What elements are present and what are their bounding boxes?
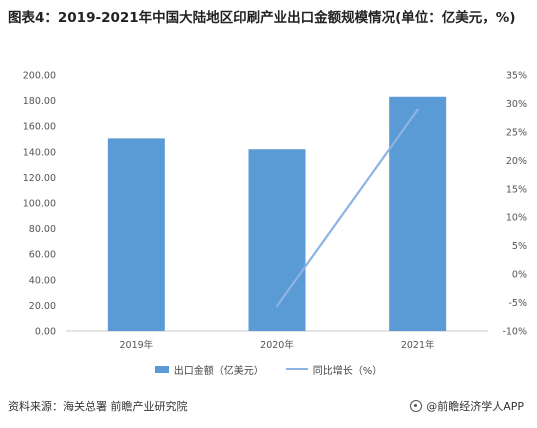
right-tick-label: 15%: [506, 184, 527, 195]
legend-swatch-bar: [154, 365, 169, 373]
legend-item-bar: 出口金额（亿美元）: [154, 362, 264, 377]
left-tick-label: 0.00: [35, 327, 56, 338]
bar-series: [107, 96, 447, 331]
left-tick-label: 40.00: [29, 275, 56, 286]
x-axis-ticks: 2019年 2020年 2021年: [119, 339, 435, 351]
legend: 出口金额（亿美元） 同比增长（%）: [0, 360, 537, 378]
line-series: [275, 108, 419, 308]
left-axis-ticks: 0.00 20.00 40.00 60.00 80.00 100.00 120.00 140.…: [23, 71, 56, 338]
right-axis-ticks: -10% -5% 0% 5% 10% 15% 20% 25% 30% 35%: [502, 71, 527, 338]
right-tick-label: -10%: [502, 327, 527, 338]
right-tick-label: -5%: [509, 298, 528, 309]
bar-3: [389, 96, 447, 331]
bar-2: [248, 149, 306, 331]
left-tick-label: 80.00: [29, 224, 56, 235]
left-tick-label: 140.00: [23, 147, 56, 158]
chart-title: 图表4：2019-2021年中国大陆地区印刷产业出口金额规模情况(单位：亿美元，…: [8, 10, 516, 26]
right-tick-label: 30%: [506, 99, 527, 110]
left-tick-label: 100.00: [23, 199, 56, 210]
brand: @前瞻经济学人APP: [410, 398, 524, 414]
circle-logo-icon: [410, 400, 423, 412]
x-tick-label: 2019年: [119, 339, 153, 351]
right-tick-label: 20%: [506, 156, 527, 167]
legend-label-bar: 出口金额（亿美元）: [173, 365, 264, 377]
left-tick-label: 20.00: [29, 301, 56, 312]
left-tick-label: 60.00: [29, 250, 56, 261]
right-tick-label: 25%: [506, 127, 527, 138]
legend-label-line: 同比增长（%）: [312, 365, 383, 377]
x-tick-label: 2021年: [401, 339, 435, 351]
left-tick-label: 200.00: [23, 71, 56, 82]
growth-line: [275, 108, 419, 308]
legend-swatch-line: [285, 368, 308, 370]
left-tick-label: 160.00: [23, 122, 56, 133]
right-tick-label: 0%: [512, 270, 527, 281]
bar-1: [107, 138, 165, 331]
source-note: 资料来源：海关总署 前瞻产业研究院: [8, 400, 188, 413]
left-tick-label: 120.00: [23, 173, 56, 184]
footer: 资料来源：海关总署 前瞻产业研究院 @前瞻经济学人APP: [8, 398, 528, 416]
right-tick-label: 35%: [506, 71, 527, 82]
x-tick-label: 2020年: [260, 339, 294, 351]
brand-label: @前瞻经济学人APP: [426, 400, 524, 413]
left-tick-label: 180.00: [23, 96, 56, 107]
right-tick-label: 5%: [512, 241, 527, 252]
legend-item-line: 同比增长（%）: [285, 362, 383, 377]
right-tick-label: 10%: [506, 213, 527, 224]
chart-area: 0.00 20.00 40.00 60.00 80.00 100.00 120.00 140.…: [23, 71, 527, 352]
